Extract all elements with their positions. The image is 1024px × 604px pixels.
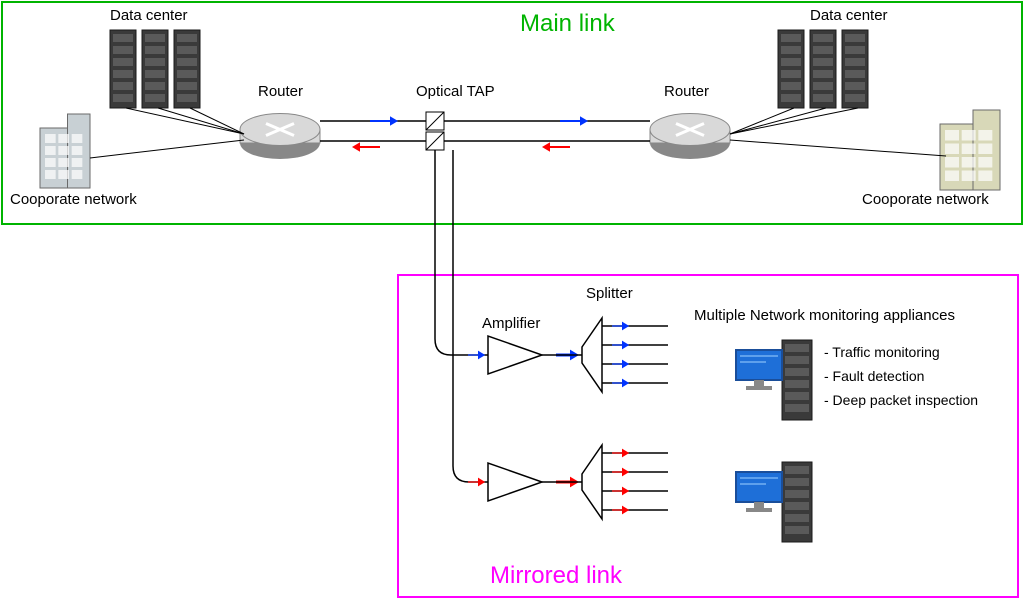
label-b1: - Traffic monitoring xyxy=(824,344,940,360)
diagram-root: Main link Mirrored link Data center Data ce… xyxy=(0,0,1024,604)
mirror-title: Mirrored link xyxy=(490,562,622,590)
label-router_l: Router xyxy=(258,83,303,100)
label-corp_r: Cooporate network xyxy=(862,191,989,208)
label-dc_left: Data center xyxy=(110,7,188,24)
label-router_r: Router xyxy=(664,83,709,100)
main-title: Main link xyxy=(520,10,615,38)
label-corp_l: Cooporate network xyxy=(10,191,137,208)
label-tap: Optical TAP xyxy=(416,83,495,100)
label-b2: - Fault detection xyxy=(824,368,924,384)
label-split: Splitter xyxy=(586,285,633,302)
diagram-svg xyxy=(0,0,1024,604)
label-appl: Multiple Network monitoring appliances xyxy=(694,307,955,324)
label-dc_right: Data center xyxy=(810,7,888,24)
label-amp: Amplifier xyxy=(482,315,540,332)
label-b3: - Deep packet inspection xyxy=(824,392,978,408)
